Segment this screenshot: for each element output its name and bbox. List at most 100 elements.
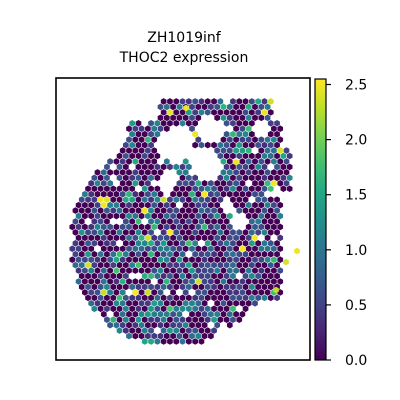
spot (198, 98, 205, 105)
spot (198, 283, 205, 291)
spot (233, 300, 239, 307)
spot (160, 218, 167, 225)
spot (198, 141, 205, 149)
spot (255, 207, 262, 214)
spot (113, 169, 120, 176)
spot (78, 229, 85, 236)
spot (154, 218, 161, 225)
spot (135, 261, 142, 269)
spot (167, 338, 173, 345)
spot (192, 174, 199, 182)
spot (157, 256, 164, 263)
spot (252, 114, 258, 122)
spot (138, 190, 145, 198)
spot (214, 147, 221, 154)
spot (148, 207, 154, 214)
spot (107, 234, 113, 242)
spot (255, 240, 262, 247)
spot (167, 261, 173, 269)
spot (192, 207, 199, 214)
spot (126, 256, 132, 263)
spot (242, 109, 249, 116)
spot (252, 136, 258, 143)
spot (204, 305, 211, 313)
spot (230, 141, 236, 149)
spot (97, 283, 104, 291)
spot (138, 234, 145, 242)
spot (119, 212, 126, 220)
spot (116, 305, 123, 313)
spot (277, 179, 284, 187)
spot (122, 305, 129, 313)
spot (100, 245, 107, 253)
spot (255, 141, 262, 149)
spot (252, 103, 258, 111)
spot (126, 147, 132, 154)
spot (145, 289, 151, 296)
spot (135, 196, 142, 203)
spot (214, 201, 221, 209)
spot (154, 338, 161, 345)
spot (198, 207, 205, 214)
spot (245, 289, 252, 296)
spot (138, 321, 145, 329)
spot (277, 278, 284, 285)
spot (173, 283, 180, 291)
spot (107, 300, 113, 307)
spot (258, 278, 265, 285)
spot (214, 278, 221, 285)
spot (132, 190, 139, 198)
spot (182, 300, 189, 307)
spot (107, 223, 113, 231)
spot (138, 278, 145, 285)
spot (189, 278, 195, 285)
spot (233, 310, 239, 318)
spot (242, 240, 249, 247)
spot (91, 207, 98, 214)
spot (189, 114, 195, 122)
spot (223, 316, 230, 323)
spot (264, 289, 271, 296)
spot (179, 272, 186, 280)
spot (132, 125, 139, 133)
spot (148, 218, 154, 225)
spot (277, 234, 284, 242)
spot (274, 250, 280, 258)
spot (182, 332, 189, 340)
spot (204, 250, 211, 258)
plot-frame (55, 77, 311, 361)
spot (163, 114, 170, 122)
spot (217, 316, 224, 323)
spot (148, 174, 154, 182)
spot (189, 125, 195, 133)
spot (233, 136, 239, 143)
spot (252, 289, 258, 296)
spot (242, 130, 249, 138)
spot (72, 207, 79, 214)
spot (157, 300, 164, 307)
spot (85, 261, 91, 269)
spot (160, 338, 167, 345)
colorbar-tick-label: 1.0 (345, 243, 367, 259)
spot (274, 294, 280, 302)
spot (233, 256, 239, 263)
spot (100, 256, 107, 263)
spot (267, 109, 274, 116)
spot (220, 179, 227, 187)
spot (286, 163, 293, 171)
spot (214, 267, 221, 274)
spot (252, 169, 258, 176)
spot (104, 283, 110, 291)
spot (261, 250, 268, 258)
spot (242, 305, 249, 313)
spot (223, 109, 230, 116)
spot (271, 223, 277, 231)
spot (267, 272, 274, 280)
spot (189, 267, 195, 274)
spot (255, 250, 262, 258)
spot (163, 103, 170, 111)
spot (170, 223, 176, 231)
spot (192, 272, 199, 280)
spot (204, 218, 211, 225)
spot (233, 245, 239, 253)
